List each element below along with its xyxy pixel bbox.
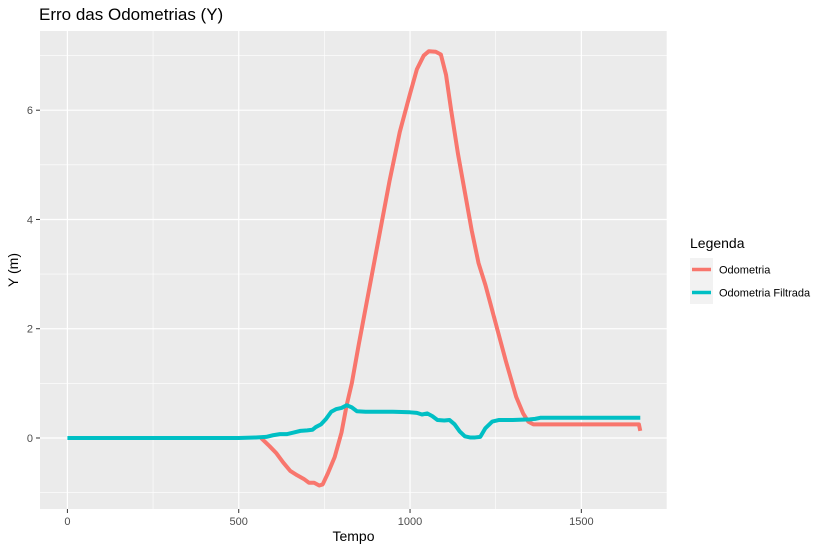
legend-item-odometria: Odometria xyxy=(690,258,771,281)
chart-title: Erro das Odometrias (Y) xyxy=(39,5,223,24)
y-tick-label: 0 xyxy=(27,433,33,445)
y-tick-label: 2 xyxy=(27,324,33,336)
y-tick-label: 6 xyxy=(27,105,33,117)
legend-label-odometria: Odometria xyxy=(719,265,771,277)
x-tick-label: 500 xyxy=(230,516,248,528)
x-axis-title: Tempo xyxy=(332,528,374,544)
y-axis-title: Y (m) xyxy=(5,253,21,287)
grid-minor xyxy=(40,31,668,509)
series-lines xyxy=(67,49,643,488)
legend-label-odometria-filtrada: Odometria Filtrada xyxy=(719,288,811,300)
legend-title: Legenda xyxy=(690,235,745,251)
x-tick-label: 1500 xyxy=(569,516,593,528)
x-axis: 0 500 1000 1500 xyxy=(64,509,594,528)
x-tick-label: 1000 xyxy=(398,516,422,528)
x-tick-label: 0 xyxy=(64,516,70,528)
series-line-odometria-filtrada xyxy=(67,403,641,440)
legend-item-odometria-filtrada: Odometria Filtrada xyxy=(690,281,811,304)
legend: Legenda Odometria Odometria Filtrada xyxy=(690,235,811,304)
grid-major xyxy=(40,31,667,509)
series-line-odometria xyxy=(259,49,643,488)
y-tick-label: 4 xyxy=(27,214,33,226)
y-axis: 0 2 4 6 xyxy=(27,105,40,445)
